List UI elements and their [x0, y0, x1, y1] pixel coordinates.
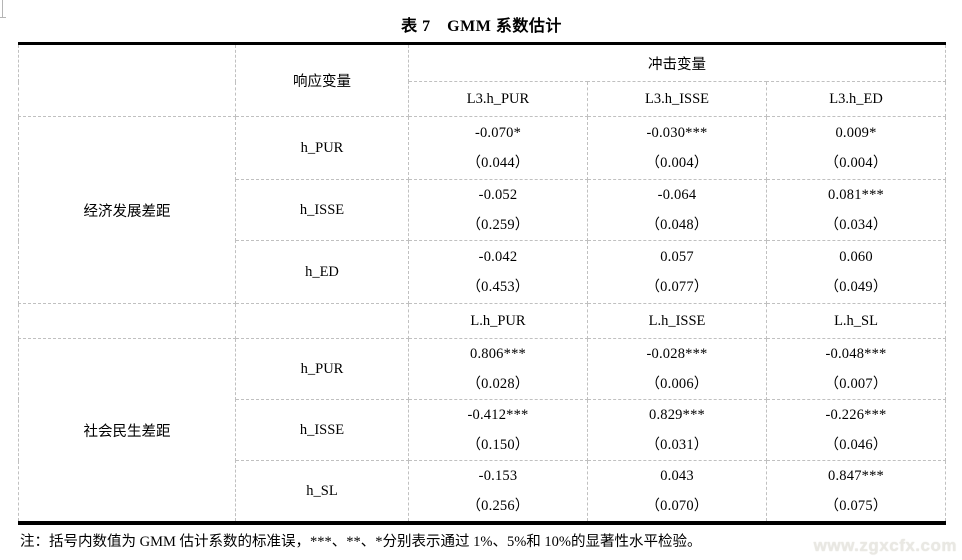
- coef-cell: 0.081*** （0.034）: [765, 179, 947, 241]
- se-value: （0.150）: [466, 437, 530, 453]
- table-footnote: 注：括号内数值为 GMM 估计系数的标准误，***、**、*分别表示通过 1%、…: [20, 534, 702, 550]
- se-value: （0.007）: [824, 376, 888, 392]
- coef-value: -0.048***: [825, 346, 887, 362]
- mid-empty-cell: [235, 303, 409, 339]
- coef-cell: -0.153 （0.256）: [408, 460, 588, 524]
- row-var-label: h_ISSE: [235, 179, 409, 241]
- table-title: 表 7 GMM 系数估计: [401, 18, 562, 35]
- coef-cell: 0.057 （0.077）: [587, 240, 767, 304]
- se-value: （0.075）: [824, 498, 888, 514]
- table-row: h_SL -0.153 （0.256） 0.043 （0.070） 0.847*…: [19, 460, 947, 524]
- coef-cell: -0.064 （0.048）: [587, 179, 767, 241]
- coef-value: -0.226***: [825, 407, 887, 423]
- coef-cell: -0.412*** （0.150）: [408, 399, 588, 461]
- row-var-label: h_PUR: [235, 338, 409, 400]
- se-value: （0.028）: [466, 376, 530, 392]
- se-value: （0.259）: [466, 217, 530, 233]
- coef-value: -0.070*: [474, 125, 522, 141]
- table-row: h_ISSE -0.052 （0.259） -0.064 （0.048） 0.0…: [19, 179, 947, 241]
- se-value: （0.044）: [466, 155, 530, 171]
- table-row: 经济发展差距 h_PUR -0.070* （0.044） -0.030*** （…: [18, 116, 947, 304]
- col-header-l3-h-pur: L3.h_PUR: [408, 81, 588, 117]
- se-value: （0.004）: [645, 155, 709, 171]
- coef-value: 0.057: [660, 249, 694, 265]
- col-header-l-h-sl: L.h_SL: [765, 303, 947, 339]
- se-value: （0.453）: [466, 279, 530, 295]
- header-row-shock: 响应变量 冲击变量: [18, 43, 947, 117]
- se-value: （0.034）: [824, 217, 888, 233]
- coef-value: -0.042: [478, 249, 518, 265]
- coef-value: -0.153: [478, 468, 518, 484]
- coef-value: -0.064: [657, 187, 697, 203]
- coef-value: 0.060: [839, 249, 873, 265]
- col-header-l-h-isse: L.h_ISSE: [587, 303, 767, 339]
- coef-value: -0.412***: [467, 407, 529, 423]
- table-row: h_ED -0.042 （0.453） 0.057 （0.077） 0.060 …: [19, 240, 947, 304]
- coef-cell: 0.060 （0.049）: [765, 240, 947, 304]
- coef-cell: -0.048*** （0.007）: [765, 338, 947, 400]
- row-var-label: h_ED: [235, 240, 409, 304]
- coef-cell: 0.043 （0.070）: [587, 460, 767, 524]
- se-value: （0.049）: [824, 279, 888, 295]
- coef-value: -0.028***: [646, 346, 708, 362]
- corner-empty-cell: [18, 43, 236, 117]
- coef-value: -0.052: [478, 187, 518, 203]
- header-row-block1-cols: L3.h_PUR L3.h_ISSE L3.h_ED: [19, 81, 947, 117]
- coef-cell: -0.226*** （0.046）: [765, 399, 947, 461]
- coef-value: 0.043: [660, 468, 694, 484]
- row-var-label: h_SL: [235, 460, 409, 524]
- se-value: （0.031）: [645, 437, 709, 453]
- coef-value: 0.806***: [470, 346, 526, 362]
- group-label-social: 社会民生差距: [18, 338, 236, 524]
- se-value: （0.046）: [824, 437, 888, 453]
- gmm-coefficient-table: 响应变量 冲击变量 L3.h_PUR L3.h_ISSE L3.h_ED 经济发…: [18, 42, 947, 525]
- scroll-artifact-tick: [0, 17, 6, 18]
- coef-cell: 0.009* （0.004）: [765, 116, 947, 180]
- col-header-l-h-pur: L.h_PUR: [408, 303, 588, 339]
- coef-cell: 0.806*** （0.028）: [408, 338, 588, 400]
- scroll-artifact-line: [2, 0, 3, 17]
- shock-var-header: 冲击变量: [407, 43, 947, 82]
- coef-cell: 0.829*** （0.031）: [587, 399, 767, 461]
- se-value: （0.048）: [645, 217, 709, 233]
- site-watermark: www.zgxcfx.com: [813, 536, 957, 555]
- table-row: 社会民生差距 h_PUR 0.806*** （0.028） -0.028*** …: [18, 338, 947, 524]
- col-header-l3-h-ed: L3.h_ED: [765, 81, 947, 117]
- coef-cell: -0.030*** （0.004）: [587, 116, 767, 180]
- row-var-label: h_PUR: [235, 116, 409, 180]
- se-value: （0.256）: [466, 498, 530, 514]
- coef-cell: -0.052 （0.259）: [408, 179, 588, 241]
- table-row: h_ISSE -0.412*** （0.150） 0.829*** （0.031…: [19, 399, 947, 461]
- row-var-label: h_ISSE: [235, 399, 409, 461]
- coef-cell: 0.847*** （0.075）: [765, 460, 947, 524]
- col-header-l3-h-isse: L3.h_ISSE: [587, 81, 767, 117]
- coef-value: 0.081***: [828, 187, 884, 203]
- header-row-block2-cols: L.h_PUR L.h_ISSE L.h_SL: [18, 303, 947, 339]
- coef-value: 0.847***: [828, 468, 884, 484]
- se-value: （0.070）: [645, 498, 709, 514]
- mid-empty-cell: [18, 303, 236, 339]
- coef-value: -0.030***: [646, 125, 708, 141]
- se-value: （0.006）: [645, 376, 709, 392]
- coef-cell: -0.042 （0.453）: [408, 240, 588, 304]
- se-value: （0.077）: [645, 279, 709, 295]
- group-label-economic: 经济发展差距: [18, 116, 236, 304]
- coef-value: 0.829***: [649, 407, 705, 423]
- coef-cell: -0.070* （0.044）: [408, 116, 588, 180]
- se-value: （0.004）: [824, 155, 888, 171]
- coef-cell: -0.028*** （0.006）: [587, 338, 767, 400]
- coef-value: 0.009*: [835, 125, 877, 141]
- response-var-header: 响应变量: [235, 43, 409, 117]
